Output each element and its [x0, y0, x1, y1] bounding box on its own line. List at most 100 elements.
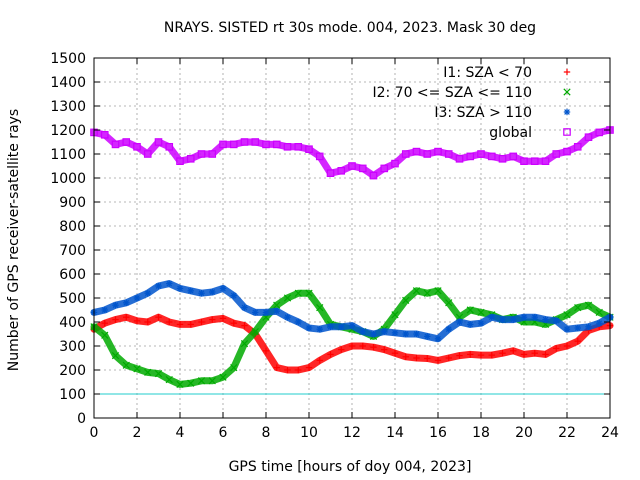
data-point: [209, 288, 216, 296]
data-point: [348, 322, 356, 329]
data-point: [219, 373, 227, 381]
data-point: [466, 306, 474, 314]
data-point: [100, 131, 109, 139]
data-point: [272, 140, 281, 149]
data-point: [295, 318, 302, 326]
data-point: [219, 285, 227, 292]
data-point: [327, 323, 334, 330]
data-point: [305, 324, 313, 332]
data-point: [273, 308, 280, 315]
data-point: [144, 368, 152, 377]
series-4-trace: [90, 126, 614, 180]
x-tick-label: 12: [343, 425, 361, 441]
data-point: [584, 133, 593, 142]
y-tick-label: 1000: [50, 171, 86, 187]
x-tick-label: 4: [176, 425, 185, 441]
data-point: [316, 357, 323, 364]
data-point: [305, 289, 313, 297]
y-tick-label: 1300: [50, 99, 86, 115]
data-point: [176, 157, 184, 166]
data-point: [359, 342, 366, 350]
data-point: [229, 140, 238, 149]
data-point: [316, 303, 324, 312]
data-point: [530, 157, 539, 166]
data-point: [197, 150, 206, 158]
data-point: [284, 314, 291, 321]
y-tick-label: 800: [59, 219, 86, 235]
data-point: [467, 321, 474, 328]
data-point: [240, 339, 249, 348]
data-point: [230, 292, 237, 299]
data-point: [122, 138, 131, 146]
data-point: [133, 365, 141, 373]
data-point: [144, 290, 151, 297]
x-tick-label: 14: [386, 425, 404, 441]
data-point: [133, 143, 141, 151]
data-point: [112, 302, 119, 309]
data-point: [209, 316, 216, 323]
data-point: [262, 140, 270, 149]
y-tick-label: 500: [59, 291, 86, 307]
data-point: [499, 316, 506, 323]
data-point: [208, 150, 217, 158]
data-point: [541, 157, 550, 166]
y-tick-label: 300: [59, 339, 86, 355]
data-point: [498, 155, 507, 163]
ticks: [93, 57, 611, 419]
data-point: [101, 320, 108, 327]
series-group: [90, 126, 614, 389]
legend-marker: [563, 128, 571, 136]
data-point: [315, 152, 324, 161]
data-point: [391, 350, 399, 357]
data-point: [123, 299, 130, 306]
data-point: [219, 140, 227, 149]
legend-label: I2: 70 <= SZA <= 110: [372, 85, 532, 101]
data-point: [326, 169, 335, 178]
data-point: [391, 159, 399, 168]
data-point: [262, 347, 270, 354]
data-point: [327, 351, 334, 358]
x-tick-label: 18: [472, 425, 490, 441]
data-point: [273, 364, 280, 371]
legend-marker: [563, 108, 571, 116]
data-point: [101, 306, 108, 314]
data-point: [499, 350, 506, 357]
data-point: [434, 287, 442, 295]
data-point: [370, 344, 377, 351]
data-point: [552, 150, 561, 158]
data-point: [456, 352, 463, 359]
data-point: [520, 314, 528, 321]
data-point: [510, 347, 517, 354]
data-point: [166, 318, 173, 326]
data-point: [488, 351, 495, 359]
data-point: [187, 321, 194, 328]
data-point: [381, 346, 388, 353]
legend-marker: [563, 88, 571, 96]
data-point: [369, 171, 378, 180]
data-point: [477, 150, 485, 158]
data-point: [412, 287, 421, 295]
x-tick-label: 16: [429, 425, 447, 441]
data-point: [273, 301, 281, 309]
data-point: [133, 294, 141, 302]
y-tick-label: 1400: [50, 75, 86, 91]
data-point: [186, 155, 195, 163]
x-tick-label: 6: [219, 425, 228, 441]
data-point: [240, 138, 249, 146]
data-point: [477, 320, 485, 327]
data-point: [542, 316, 549, 323]
data-point: [520, 157, 528, 166]
y-tick-label: 900: [59, 195, 86, 211]
data-point: [401, 150, 410, 158]
data-point: [413, 354, 420, 362]
data-point: [230, 320, 237, 327]
data-point: [531, 350, 538, 357]
series-4: [90, 126, 614, 180]
x-tick-label: 22: [558, 425, 576, 441]
data-point: [563, 147, 571, 156]
data-point: [455, 155, 464, 163]
data-point: [251, 327, 259, 336]
data-point: [542, 351, 549, 358]
